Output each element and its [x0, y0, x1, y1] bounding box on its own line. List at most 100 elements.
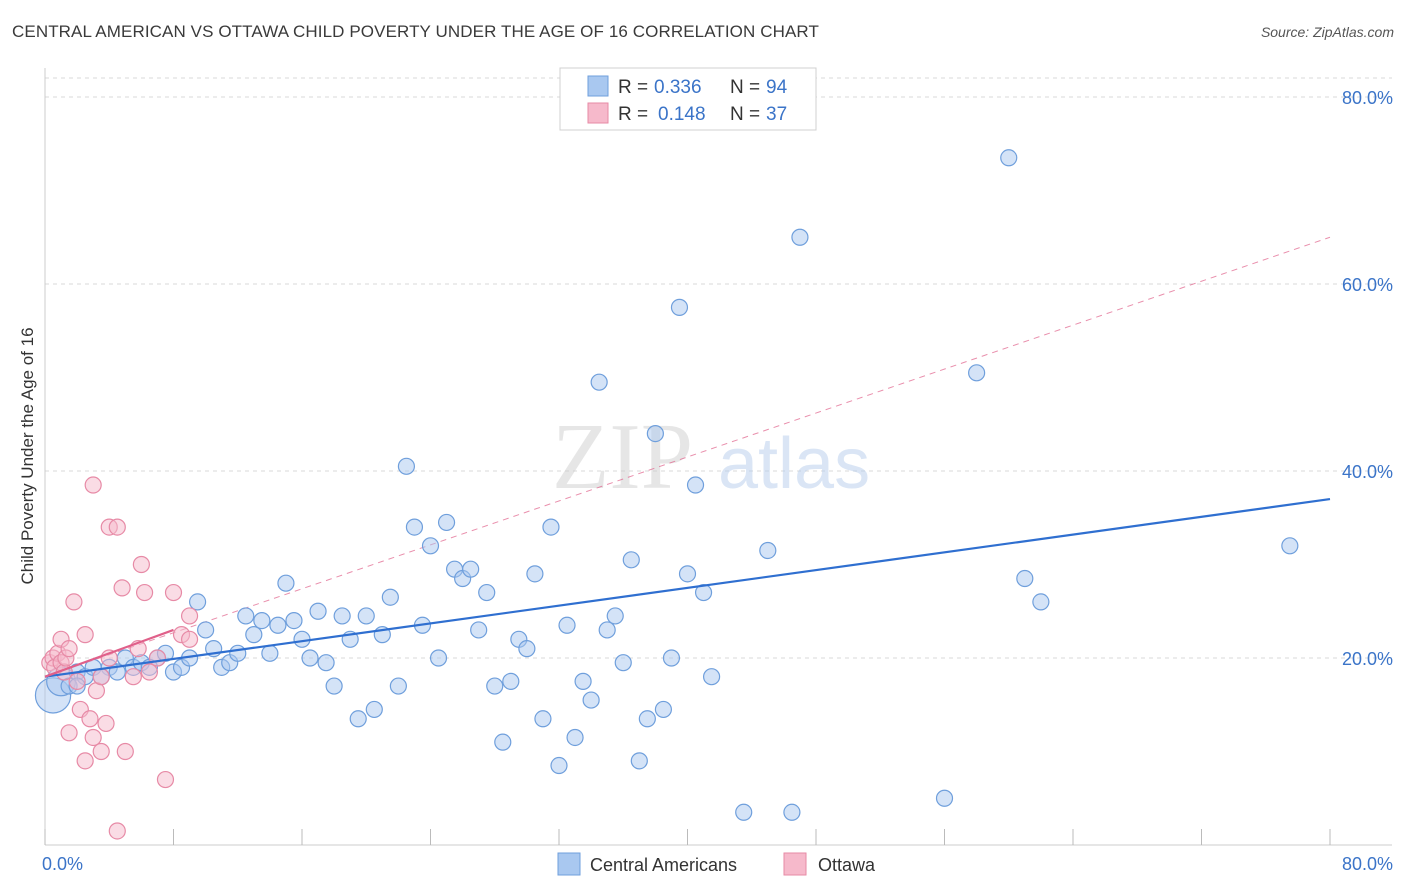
- central-americans-point: [702, 668, 721, 686]
- legend-swatch-blue: [587, 75, 609, 97]
- legend-n-label-blue: N =: [730, 77, 760, 98]
- central-americans-point: [574, 672, 592, 690]
- ottawa-point: [116, 742, 134, 761]
- legend-swatch-pink: [587, 102, 609, 124]
- central-americans-point: [678, 565, 697, 583]
- watermark: ZIP atlas: [552, 405, 870, 509]
- central-americans-point: [566, 728, 584, 747]
- central-americans-point: [686, 476, 705, 494]
- ottawa-point: [156, 770, 175, 789]
- series-legend: Central Americans Ottawa: [557, 852, 876, 876]
- bottom-legend-ottawa: Ottawa: [818, 855, 876, 875]
- central-americans-point: [437, 513, 456, 532]
- y-tick-label: 20.0%: [1342, 649, 1393, 669]
- ottawa-point: [65, 593, 83, 611]
- ottawa-point: [113, 579, 131, 597]
- central-americans-point: [470, 621, 488, 639]
- central-americans-points: [34, 149, 1299, 821]
- ottawa-point: [124, 668, 142, 686]
- legend-n-label-pink: N =: [730, 104, 760, 125]
- central-americans-point: [269, 616, 287, 634]
- legend-n-value-pink: 37: [766, 104, 787, 125]
- ottawa-point: [148, 649, 167, 667]
- gridlines: [45, 77, 1392, 659]
- central-americans-point: [253, 611, 271, 630]
- y-axis-title: Child Poverty Under the Age of 16: [18, 327, 37, 584]
- central-americans-point: [935, 789, 954, 807]
- central-americans-point: [229, 644, 247, 662]
- ottawa-point: [81, 710, 99, 728]
- central-americans-point: [365, 700, 383, 719]
- ottawa-point: [164, 583, 183, 602]
- central-americans-point: [486, 677, 504, 695]
- central-americans-point: [421, 537, 440, 555]
- central-americans-point: [502, 672, 520, 690]
- central-americans-point: [582, 691, 600, 709]
- central-americans-point: [462, 560, 480, 578]
- central-americans-point: [197, 621, 215, 639]
- bottom-legend-swatch-blue: [557, 852, 581, 876]
- trend-lines: [44, 497, 1331, 678]
- x-tick-label-max: 80.0%: [1342, 854, 1393, 874]
- ottawa-point: [76, 626, 94, 644]
- ottawa-point: [60, 640, 78, 658]
- central-americans-point: [614, 654, 632, 672]
- central-americans-point: [558, 616, 576, 634]
- central-americans-point: [606, 607, 624, 625]
- watermark-atlas: atlas: [718, 424, 870, 504]
- ottawa-point: [92, 742, 110, 761]
- legend-r-value-blue: 0.336: [654, 77, 702, 98]
- chart-source: Source: ZipAtlas.com: [1260, 24, 1394, 40]
- central-americans-point: [518, 640, 536, 658]
- central-americans-point: [670, 298, 689, 316]
- central-americans-point: [1281, 537, 1299, 555]
- central-americans-point: [309, 602, 327, 620]
- ottawa-point: [180, 607, 199, 625]
- central-americans-point: [381, 588, 399, 606]
- ottawa-point: [180, 630, 199, 648]
- central-americans-point: [791, 228, 809, 246]
- ottawa-point: [108, 822, 126, 840]
- ottawa-point: [92, 668, 110, 686]
- central-americans-point: [638, 710, 656, 728]
- central-americans-point: [526, 565, 544, 583]
- y-tick-label: 40.0%: [1342, 462, 1393, 482]
- central-americans-point: [301, 649, 319, 667]
- central-americans-point: [630, 752, 648, 770]
- correlation-legend: R = 0.336 N = 94 R = 0.148 N = 37: [559, 67, 817, 131]
- central-americans-point: [277, 574, 295, 592]
- legend-n-value-blue: 94: [766, 77, 788, 98]
- central-americans-point: [494, 733, 512, 751]
- central-americans-point: [783, 803, 801, 821]
- bottom-legend-swatch-pink: [783, 852, 807, 876]
- central-americans-point: [349, 710, 367, 728]
- central-americans-point: [968, 364, 986, 382]
- ottawa-point: [97, 714, 115, 733]
- central-americans-trend: [44, 497, 1331, 678]
- legend-r-value-pink: 0.148: [658, 104, 706, 125]
- central-americans-point: [598, 621, 616, 639]
- central-americans-point: [405, 518, 424, 536]
- central-americans-point: [534, 710, 552, 728]
- central-americans-point: [622, 551, 640, 569]
- y-tick-label: 80.0%: [1342, 88, 1393, 108]
- chart-title: CENTRAL AMERICAN VS OTTAWA CHILD POVERTY…: [12, 22, 819, 41]
- central-americans-point: [735, 803, 753, 821]
- central-americans-point: [188, 593, 207, 611]
- central-americans-point: [389, 677, 407, 695]
- central-americans-point: [646, 425, 664, 443]
- central-americans-point: [429, 649, 448, 667]
- watermark-zip: ZIP: [552, 405, 693, 509]
- bottom-legend-central-americans: Central Americans: [590, 855, 737, 875]
- ottawa-point: [84, 476, 102, 494]
- central-americans-point: [237, 607, 255, 625]
- ottawa-point: [68, 672, 86, 690]
- central-americans-point: [245, 626, 263, 644]
- ottawa-point: [76, 752, 94, 770]
- central-americans-point: [261, 644, 279, 662]
- central-americans-point: [1032, 593, 1050, 611]
- central-americans-point: [550, 756, 568, 775]
- axes: [44, 68, 1392, 846]
- legend-r-label-pink: R =: [618, 104, 648, 125]
- ottawa-point: [60, 724, 78, 742]
